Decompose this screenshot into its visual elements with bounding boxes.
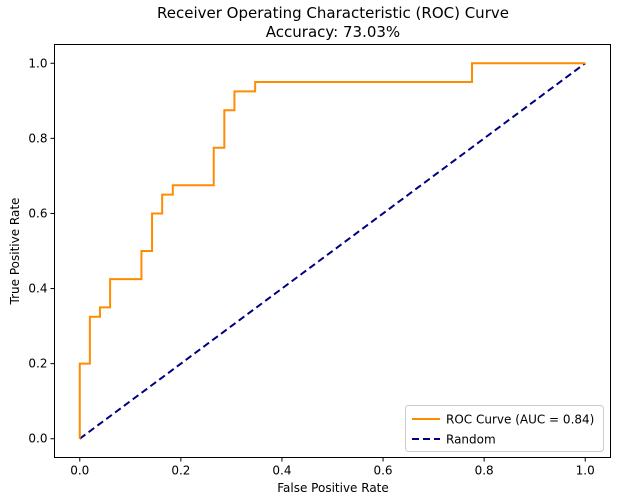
y-axis-label: True Positive Rate <box>8 198 22 306</box>
legend-random-label: Random <box>446 433 496 447</box>
x-axis-label: False Positive Rate <box>277 481 389 495</box>
chart-subtitle: Accuracy: 73.03% <box>266 23 400 41</box>
y-tick-label: 0.2 <box>28 357 47 371</box>
random-baseline-line <box>79 62 586 440</box>
x-tick-label: 0.6 <box>373 464 392 478</box>
x-tick-label: 0.4 <box>272 464 291 478</box>
y-tick-label: 0.4 <box>28 282 47 296</box>
y-tick-label: 0.8 <box>28 131 47 145</box>
plot-frame <box>54 44 611 458</box>
legend-roc-label: ROC Curve (AUC = 0.84) <box>446 413 594 427</box>
y-axis: 0.0 0.2 0.4 0.6 0.8 1.0 <box>28 56 55 446</box>
x-tick-label: 0.2 <box>171 464 190 478</box>
roc-curve-line <box>78 62 586 439</box>
y-tick-label: 0.0 <box>28 432 47 446</box>
plot-content <box>78 62 586 440</box>
legend: ROC Curve (AUC = 0.84) Random <box>405 405 604 452</box>
x-axis: 0.0 0.2 0.4 0.6 0.8 1.0 <box>70 457 595 478</box>
y-tick-label: 0.6 <box>28 206 47 220</box>
chart-title: Receiver Operating Characteristic (ROC) … <box>157 4 509 22</box>
x-tick-label: 0.0 <box>70 464 89 478</box>
legend-box <box>405 405 604 452</box>
x-tick-label: 1.0 <box>576 464 595 478</box>
y-tick-label: 1.0 <box>28 56 47 70</box>
x-tick-label: 0.8 <box>475 464 494 478</box>
